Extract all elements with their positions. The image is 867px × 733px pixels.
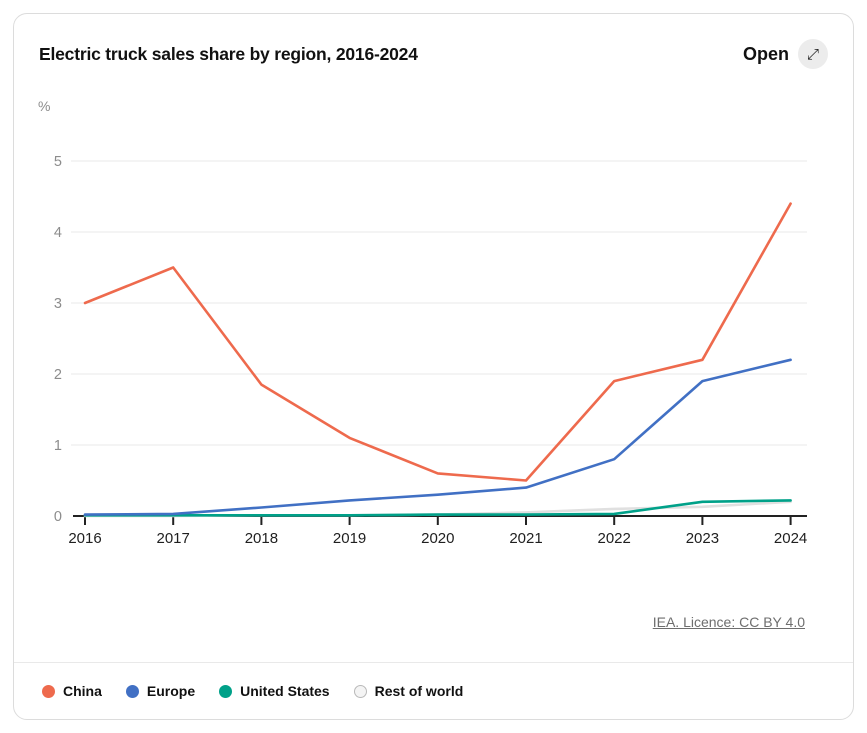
x-tick-label-2019: 2019 xyxy=(333,530,366,547)
x-tick-label-2018: 2018 xyxy=(245,530,278,547)
card-header: Electric truck sales share by region, 20… xyxy=(39,38,828,70)
legend-dot-china xyxy=(42,684,55,698)
legend-dot-rest-of-world xyxy=(353,684,367,698)
series-line-europe xyxy=(83,358,792,516)
legend-label: Europe xyxy=(146,683,196,699)
licence-link[interactable]: IEA. Licence: CC BY 4.0 xyxy=(652,614,805,630)
x-tick-label-2023: 2023 xyxy=(686,530,719,547)
legend-dot-europe xyxy=(125,684,139,698)
x-tick-label-2016: 2016 xyxy=(68,530,101,547)
expand-button[interactable]: ⤢ xyxy=(798,39,828,69)
x-tick-label-2022: 2022 xyxy=(598,530,631,547)
legend-label: China xyxy=(63,683,102,699)
legend-dot-united-states xyxy=(219,684,233,698)
x-tick-label-2021: 2021 xyxy=(509,530,542,547)
expand-arrow-icon: ⤢ xyxy=(806,45,819,63)
open-control: Open ⤢ xyxy=(743,39,828,69)
line-chart-svg: % 0 1 2 3 4 5 2016 2017 2018 2019 2020 2021 2022 2023 2… xyxy=(38,98,807,547)
x-tick-label-2020: 2020 xyxy=(421,530,454,547)
y-tick-label-4: 4 xyxy=(54,225,62,241)
chart-plot-area: % 0 1 2 3 4 5 2016 2017 2018 2019 2020 2021 2022 2023 2… xyxy=(34,94,834,564)
legend-label: Rest of world xyxy=(374,683,464,699)
x-tick-label-2024: 2024 xyxy=(774,530,807,547)
series-line-china xyxy=(83,202,792,482)
y-tick-label-2: 2 xyxy=(54,367,62,383)
y-tick-label-5: 5 xyxy=(54,154,62,170)
chart-card: Electric truck sales share by region, 20… xyxy=(13,13,854,720)
series-line-united-states xyxy=(83,499,792,517)
x-tick-label-2017: 2017 xyxy=(157,530,190,547)
legend-label: United States xyxy=(240,683,330,699)
open-button-label[interactable]: Open xyxy=(742,43,789,64)
legend-item-china[interactable]: China xyxy=(42,683,102,699)
y-tick-label-1: 1 xyxy=(54,438,62,454)
chart-legend: China Europe United States Rest of world xyxy=(14,662,853,719)
legend-item-europe[interactable]: Europe xyxy=(125,683,196,699)
legend-item-rest-of-world[interactable]: Rest of world xyxy=(353,683,464,699)
chart-title: Electric truck sales share by region, 20… xyxy=(39,43,418,64)
legend-item-united-states[interactable]: United States xyxy=(219,683,330,699)
y-tick-label-3: 3 xyxy=(54,296,62,312)
y-tick-label-0: 0 xyxy=(54,509,62,525)
y-axis-unit-label: % xyxy=(38,98,50,114)
